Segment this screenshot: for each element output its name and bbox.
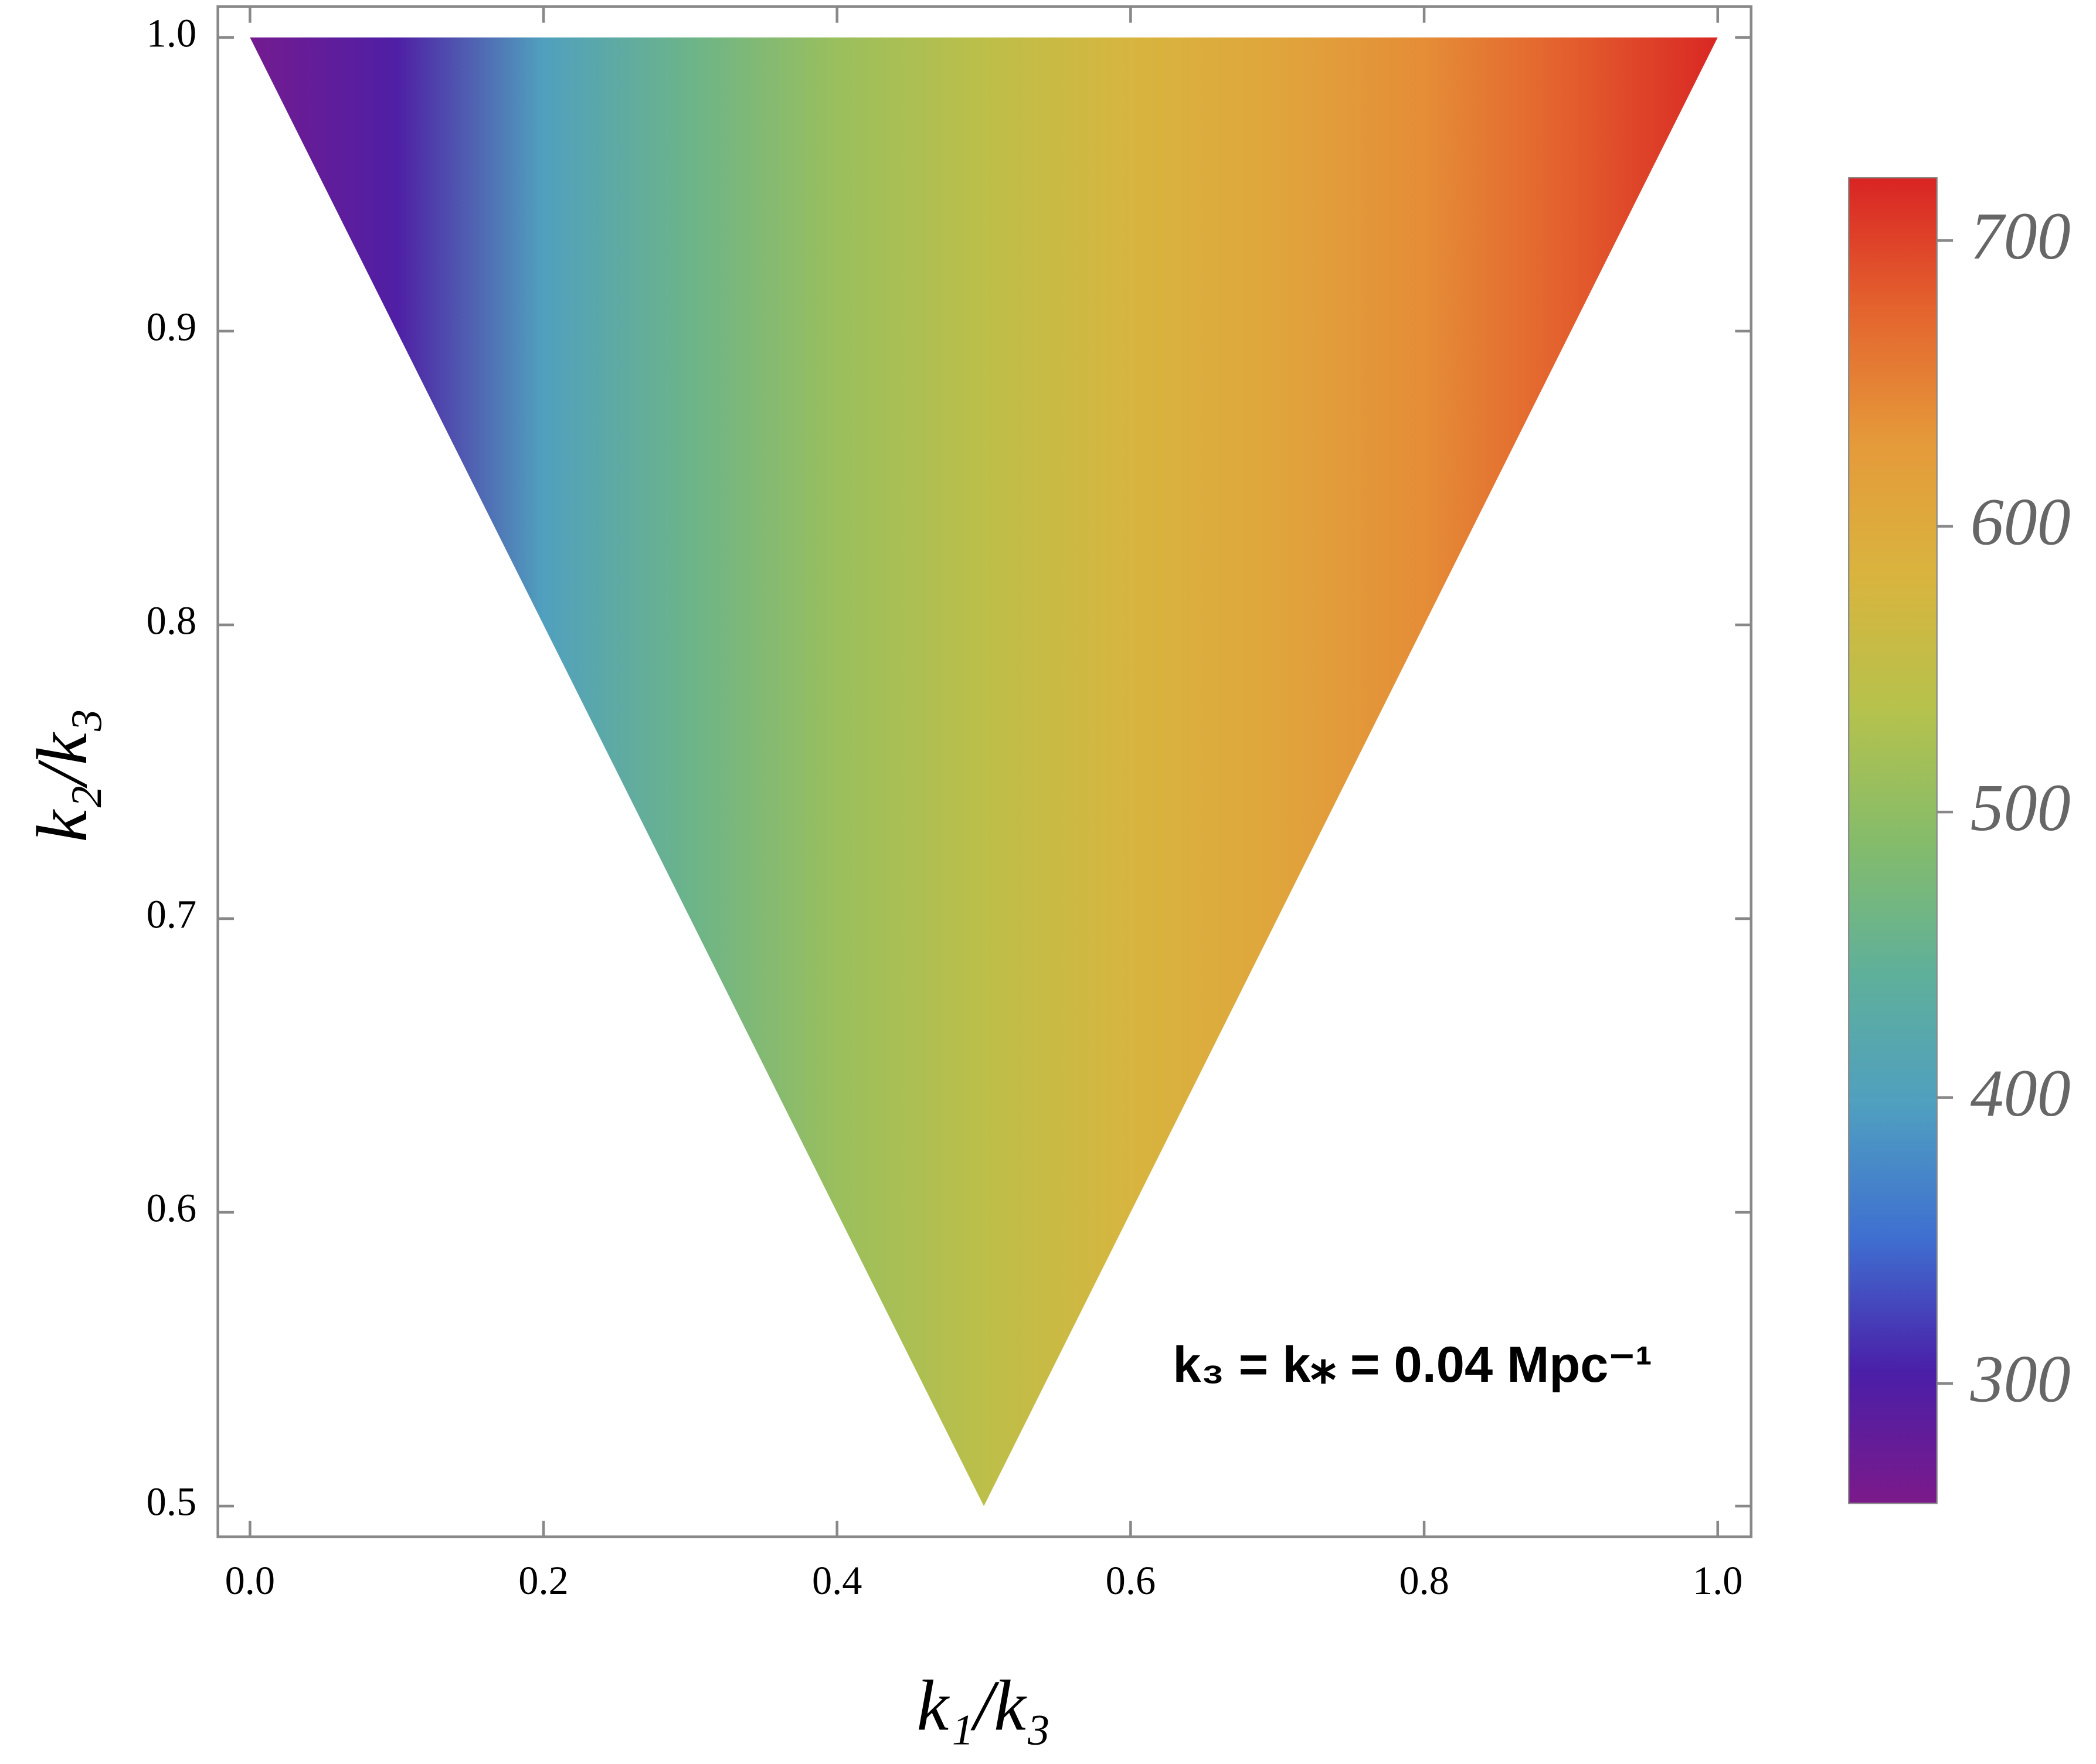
- y-axis-label: k₂/k₃: [22, 708, 102, 842]
- colorbar-tick-label: 500: [1971, 770, 2071, 845]
- y-tick-label: 0.6: [147, 1186, 196, 1231]
- x-axis-label: k₁/k₃: [917, 1666, 1051, 1746]
- y-tick-label: 0.8: [147, 599, 196, 643]
- colorbar-tick-label: 600: [1971, 484, 2071, 559]
- y-tick-label: 0.9: [147, 305, 196, 349]
- plot-frame: [216, 5, 1753, 1538]
- colorbar-tick-label: 700: [1971, 199, 2071, 273]
- x-tick-label: 0.4: [812, 1558, 862, 1603]
- x-tick-label: 0.8: [1399, 1558, 1449, 1603]
- x-tick-label: 0.2: [518, 1558, 568, 1603]
- annotation: k₃ = k⁎ = 0.04 Mpc⁻¹: [1173, 1337, 1652, 1393]
- y-tick-label: 0.5: [147, 1480, 196, 1524]
- density-region: [250, 37, 1718, 1507]
- colorbar-tick-label: 300: [1970, 1342, 2071, 1416]
- colorbar: [1848, 177, 1938, 1504]
- y-tick-label: 0.7: [147, 892, 196, 937]
- y-tick-label: 1.0: [147, 11, 196, 56]
- x-tick-label: 0.6: [1106, 1558, 1156, 1603]
- x-tick-label: 0.0: [225, 1558, 275, 1603]
- x-tick-label: 1.0: [1693, 1558, 1742, 1603]
- colorbar-tick-label: 400: [1971, 1056, 2071, 1130]
